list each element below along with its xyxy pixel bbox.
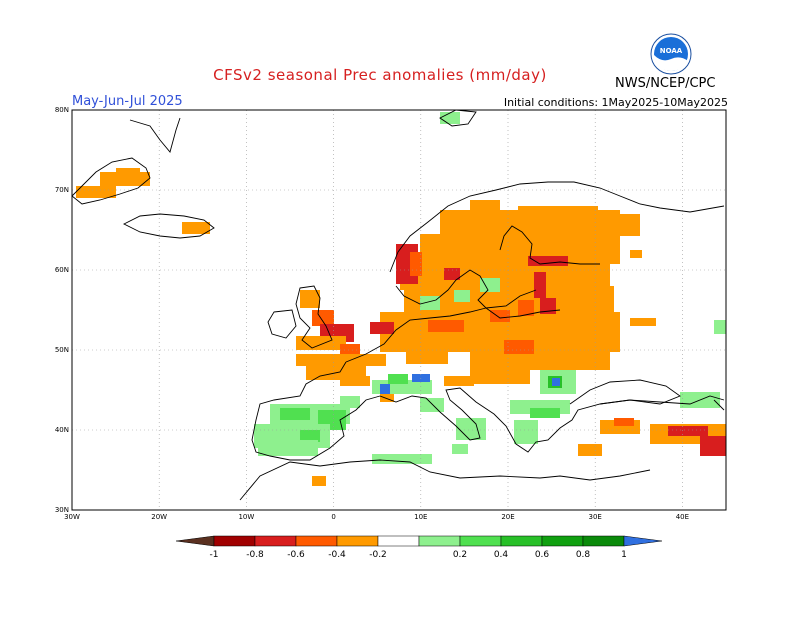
legend-swatch [582, 535, 625, 547]
forecast-period: May-Jun-Jul 2025 [72, 94, 183, 109]
latitude-tick-label: 80N [55, 106, 69, 114]
latitude-tick-label: 60N [55, 266, 69, 274]
latitude-tick-label: 30N [55, 506, 69, 514]
map-title: CFSv2 seasonal Prec anomalies (mm/day) [213, 66, 547, 84]
legend-label: 0.6 [535, 550, 550, 560]
legend-label: -0.2 [369, 550, 387, 560]
legend-swatch [213, 535, 256, 547]
precip-anomaly-map: 80N 70N 60N 50N 40N 30N 30W 20W 10W 0 10E 20E 30E 40… [55, 106, 727, 521]
legend-label: -0.8 [246, 550, 264, 560]
legend-swatch-upper-extend [623, 535, 663, 547]
legend-swatch [500, 535, 543, 547]
initial-conditions: Initial conditions: 1May2025-10May2025 [503, 96, 728, 109]
legend-label: 0.2 [453, 550, 467, 560]
longitude-tick-label: 30E [589, 513, 602, 521]
longitude-tick-label: 20W [151, 513, 167, 521]
anomaly-shading [76, 112, 726, 486]
noaa-logo-icon: NOAA [650, 33, 692, 75]
latitude-tick-label: 70N [55, 186, 69, 194]
longitude-tick-label: 10W [238, 513, 254, 521]
legend-swatch [295, 535, 338, 547]
legend-swatch [377, 535, 420, 547]
longitude-tick-label: 30W [64, 513, 80, 521]
longitude-tick-label: 20E [501, 513, 514, 521]
legend-label: -0.4 [328, 550, 346, 560]
legend-label: 1 [621, 550, 627, 560]
longitude-tick-label: 40E [676, 513, 689, 521]
logo-text: NOAA [660, 47, 683, 55]
legend-label: 0.8 [576, 550, 591, 560]
legend-swatch [541, 535, 584, 547]
latitude-labels: 80N 70N 60N 50N 40N 30N [55, 106, 69, 514]
map-frame [71, 109, 727, 511]
longitude-labels: 30W 20W 10W 0 10E 20E 30E 40E [64, 513, 689, 521]
legend-swatch [418, 535, 461, 547]
legend-label: -0.6 [287, 550, 305, 560]
agency-label: NWS/NCEP/CPC [615, 76, 716, 91]
legend-label: -1 [210, 550, 219, 560]
longitude-tick-label: 10E [414, 513, 427, 521]
legend-swatch [336, 535, 379, 547]
latitude-tick-label: 40N [55, 426, 69, 434]
latitude-tick-label: 50N [55, 346, 69, 354]
legend-label: 0.4 [494, 550, 509, 560]
coastlines [71, 109, 725, 501]
legend-swatch-lower-extend [175, 535, 215, 547]
legend-swatch [254, 535, 297, 547]
longitude-tick-label: 0 [331, 513, 335, 521]
legend-swatch [459, 535, 502, 547]
